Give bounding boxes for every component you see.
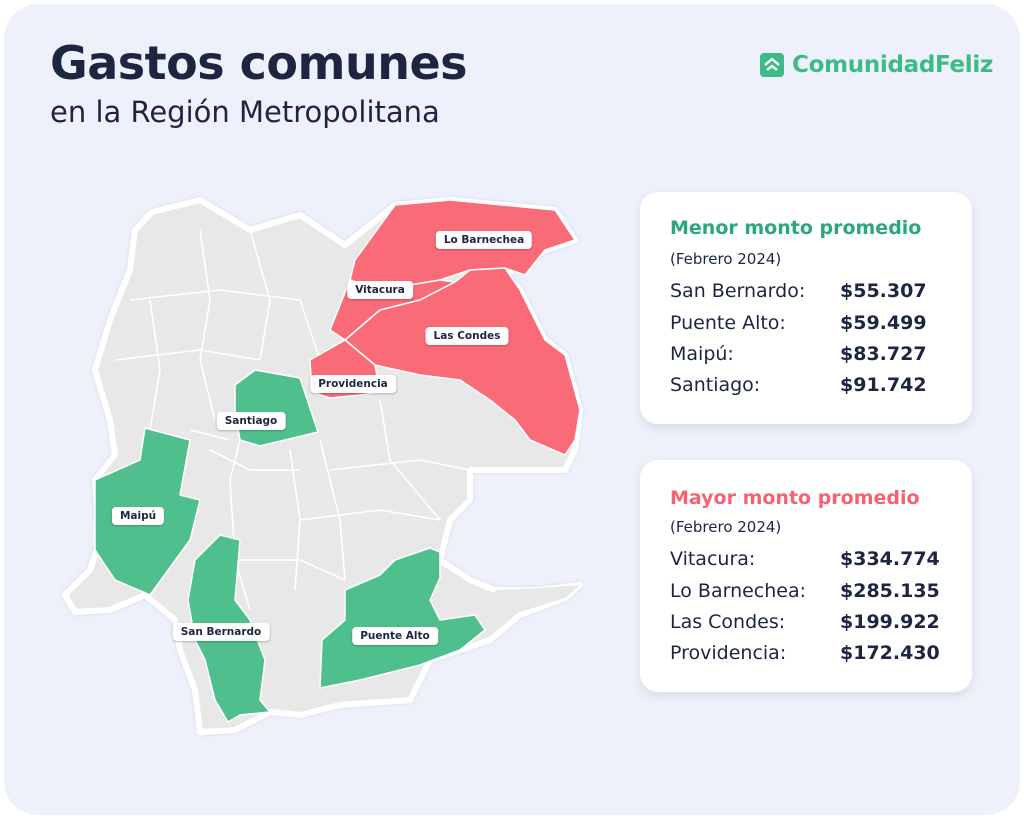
commune-name: Las Condes: [670,611,786,633]
map-label-puente-alto: Puente Alto [352,627,438,645]
brand-name: ComunidadFeliz [792,52,994,78]
commune-name: Maipú: [670,343,734,365]
house-icon [760,53,784,77]
list-item: San Bernardo: $55.307 [670,280,960,310]
commune-value: $334.774 [840,548,940,570]
commune-name: Providencia: [670,642,787,664]
commune-value: $91.742 [840,374,927,396]
map-label-providencia: Providencia [310,375,396,393]
commune-value: $285.135 [840,580,940,602]
commune-value: $55.307 [840,280,927,302]
list-item: Puente Alto: $59.499 [670,312,960,342]
commune-value: $83.727 [840,343,927,365]
map-label-las-condes: Las Condes [425,327,509,345]
lowest-cost-panel: Menor monto promedio (Febrero 2024) San … [640,192,972,424]
map-label-lo-barnechea: Lo Barnechea [435,231,533,249]
list-item: Vitacura: $334.774 [670,548,960,578]
commune-name: Santiago: [670,374,761,396]
commune-puente-alto [319,547,486,689]
page-subtitle: en la Región Metropolitana [50,95,440,129]
lowest-panel-title: Menor monto promedio [670,217,922,239]
highest-panel-title: Mayor monto promedio [670,487,920,509]
commune-name: San Bernardo: [670,280,806,302]
list-item: Lo Barnechea: $285.135 [670,580,960,610]
page-title: Gastos comunes [50,36,468,90]
highest-panel-period: (Febrero 2024) [670,518,782,536]
list-item: Providencia: $172.430 [670,642,960,672]
commune-name: Vitacura: [670,548,756,570]
commune-value: $59.499 [840,312,927,334]
commune-name: Lo Barnechea: [670,580,807,602]
lowest-panel-period: (Febrero 2024) [670,250,782,268]
highest-cost-panel: Mayor monto promedio (Febrero 2024) Vita… [640,460,972,692]
list-item: Santiago: $91.742 [670,374,960,404]
commune-value: $199.922 [840,611,940,633]
map-label-san-bernardo: San Bernardo [172,623,270,641]
commune-value: $172.430 [840,642,940,664]
map-label-maipu: Maipú [111,507,165,525]
commune-name: Puente Alto: [670,312,786,334]
map-label-vitacura: Vitacura [347,281,413,299]
list-item: Maipú: $83.727 [670,343,960,373]
region-east-tail [495,585,580,612]
commune-las-condes [344,267,581,456]
commune-boundaries [114,229,471,611]
brand-logo[interactable]: ComunidadFeliz [760,52,993,78]
map-label-santiago: Santiago [216,412,286,430]
list-item: Las Condes: $199.922 [670,611,960,641]
